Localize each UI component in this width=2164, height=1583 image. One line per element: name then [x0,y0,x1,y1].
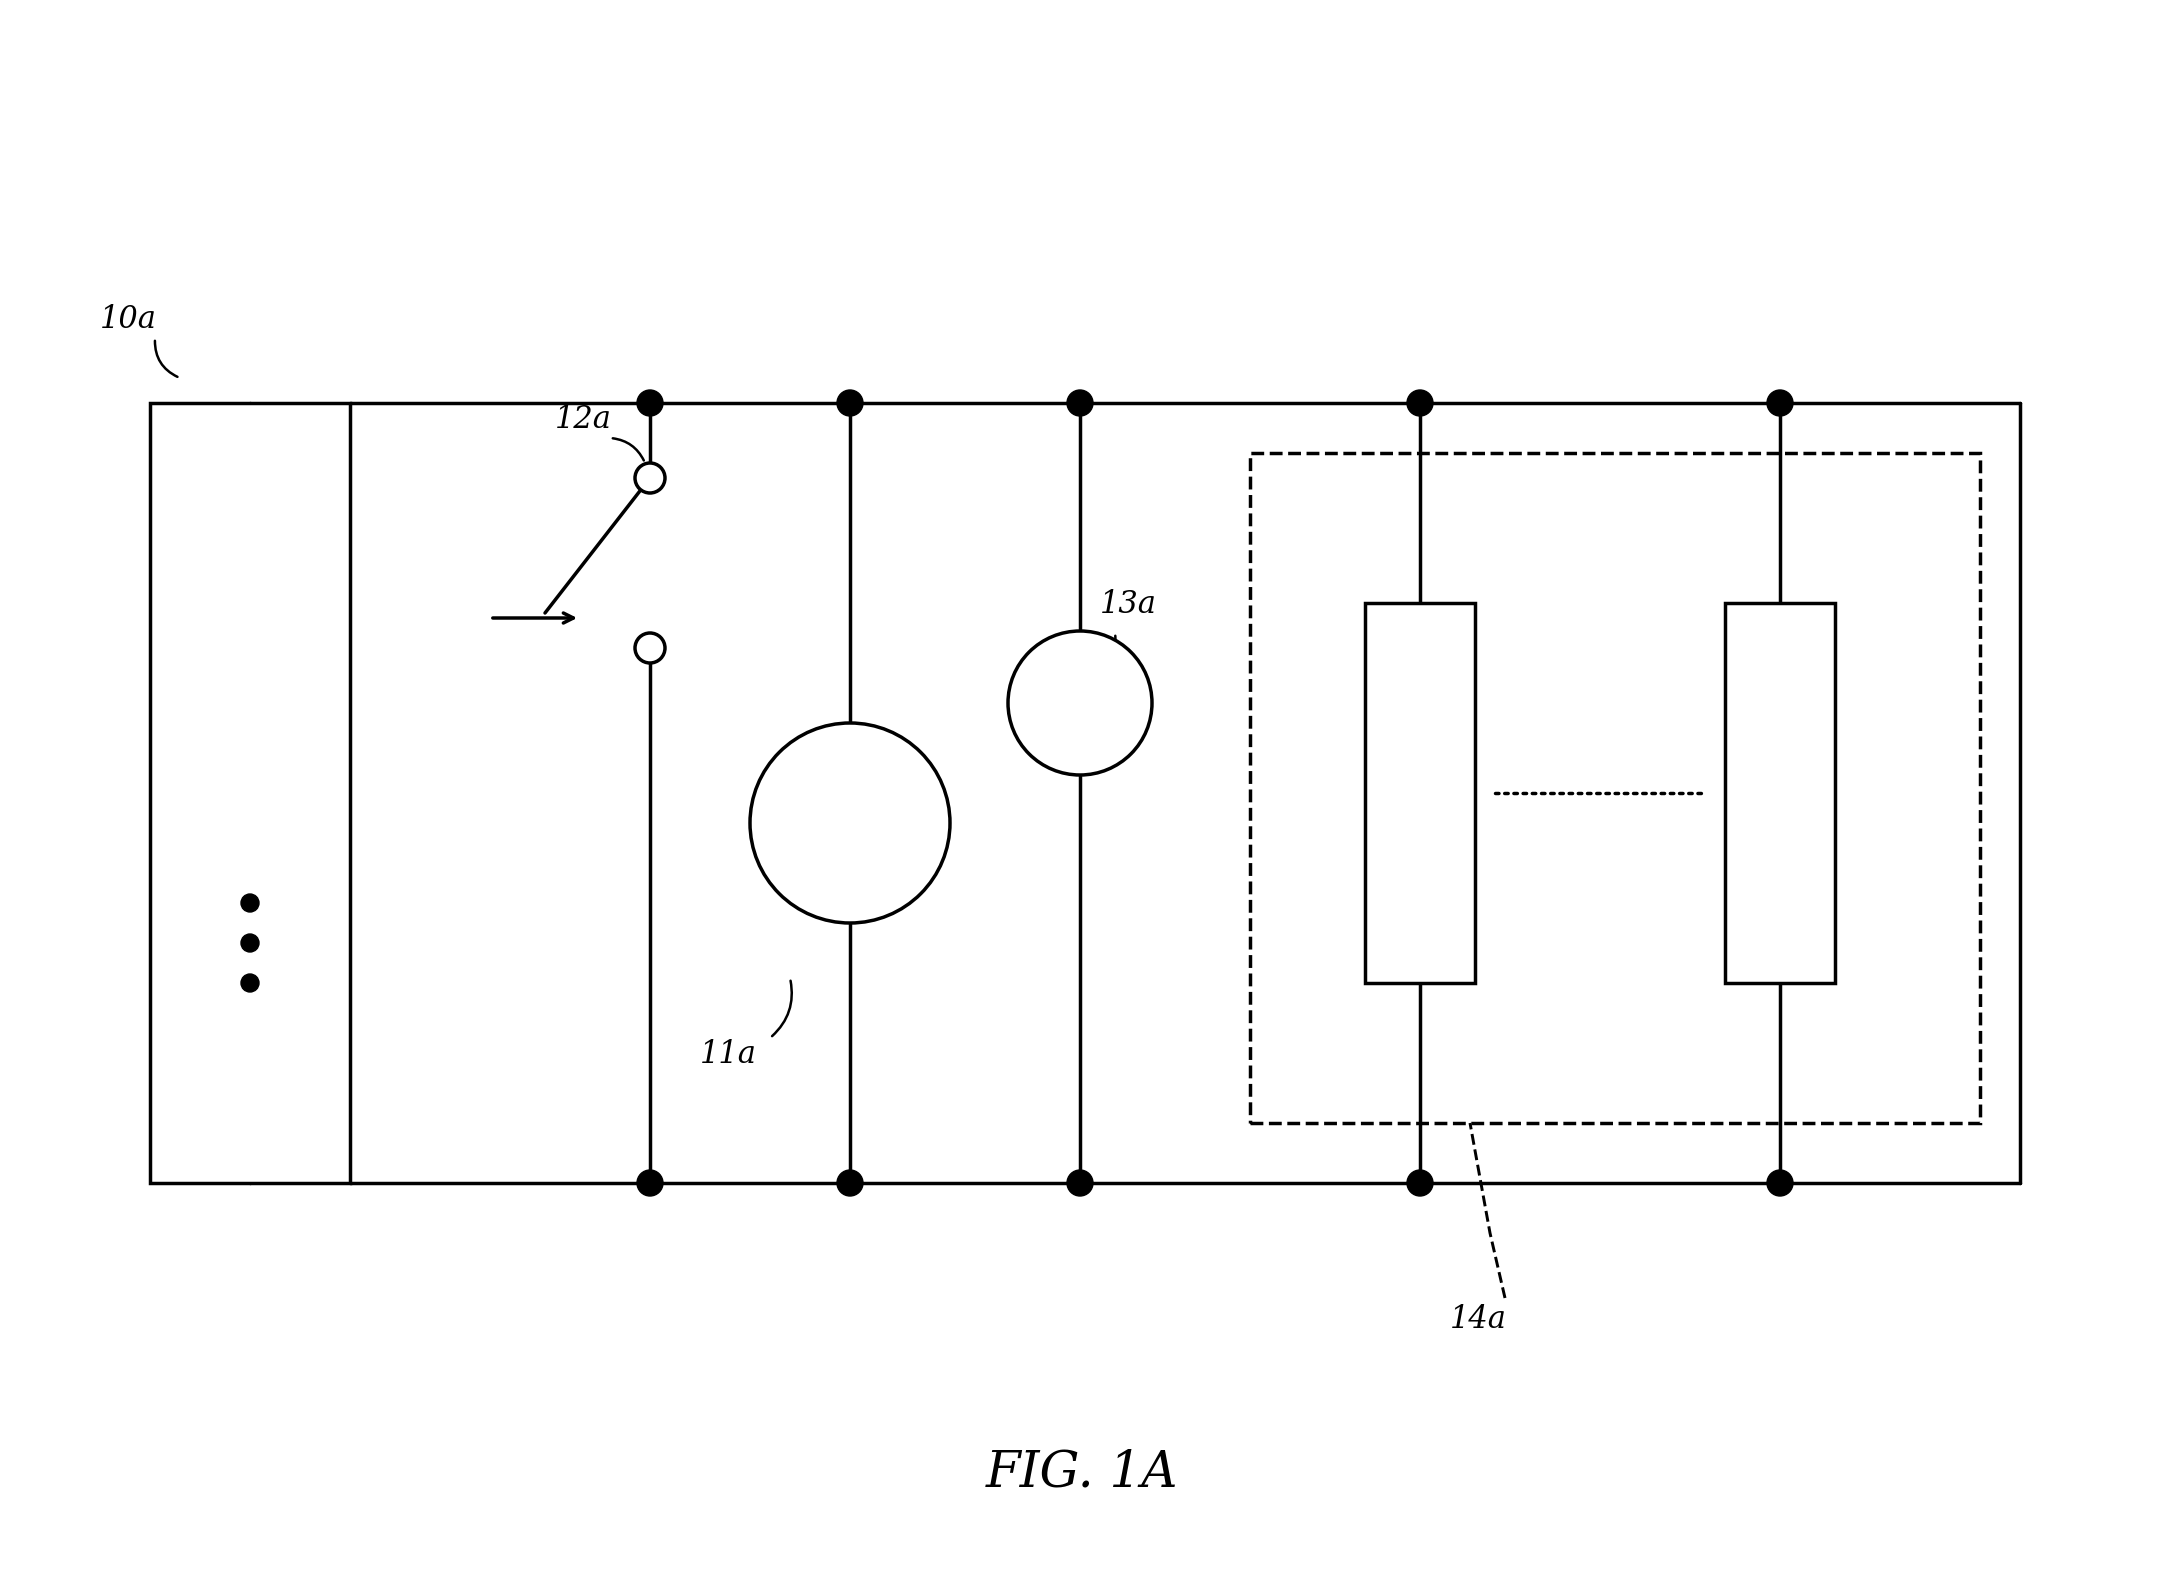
Circle shape [1407,389,1433,416]
Circle shape [240,934,260,951]
Bar [1251,453,1980,1122]
Circle shape [751,723,950,923]
Circle shape [634,462,664,492]
Text: FIG. 1A: FIG. 1A [987,1448,1177,1498]
Circle shape [1768,389,1794,416]
Bar [149,404,351,1183]
Circle shape [634,633,664,663]
Bar [1365,603,1476,983]
Text: 11a: 11a [699,1038,757,1070]
Circle shape [1008,632,1151,776]
Circle shape [1067,389,1093,416]
Text: 14a: 14a [1450,1304,1506,1334]
Circle shape [636,1170,662,1197]
Circle shape [1067,1170,1093,1197]
Circle shape [636,389,662,416]
Circle shape [837,1170,863,1197]
Text: 13a: 13a [1099,589,1158,621]
Circle shape [1407,1170,1433,1197]
Bar [1725,603,1835,983]
Circle shape [1768,1170,1794,1197]
Circle shape [240,894,260,912]
Text: 10a: 10a [100,304,156,336]
Circle shape [240,974,260,993]
Circle shape [837,389,863,416]
Text: 12a: 12a [554,404,612,435]
